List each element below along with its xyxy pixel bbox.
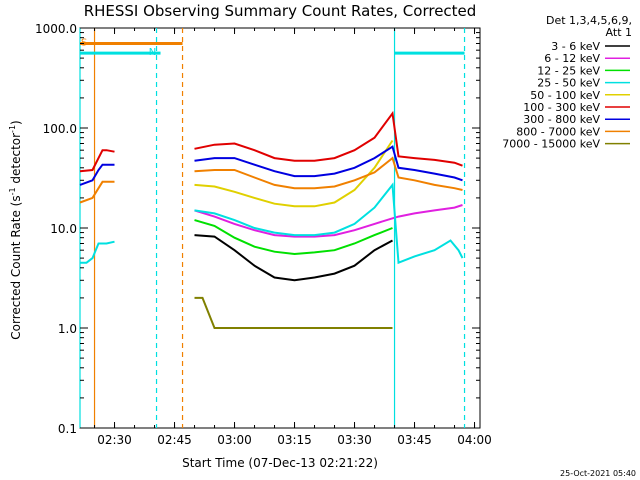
x-tick-label: 02:30: [97, 433, 132, 447]
legend-label: 100 - 300 keV: [523, 101, 600, 114]
series-line: [79, 145, 463, 186]
series-line: [80, 182, 464, 265]
series-line: [79, 156, 463, 204]
plot-area: SN: [79, 27, 481, 429]
legend-label: 25 - 50 keV: [537, 77, 600, 90]
legend-label: 7000 - 15000 keV: [502, 138, 600, 151]
y-tick-label: 0.1: [58, 422, 77, 436]
y-tick-label: 1.0: [58, 322, 77, 336]
x-tick-label: 02:45: [157, 433, 192, 447]
legend-label: 6 - 12 keV: [544, 52, 600, 65]
x-axis: 02:30 02:45 03:00 03:15 03:30 03:45 04:00: [94, 28, 492, 447]
flag-label: N: [149, 47, 156, 58]
series-line: [194, 296, 393, 329]
legend-label: 50 - 100 keV: [530, 89, 600, 102]
series-line: [194, 234, 393, 282]
legend-label: 800 - 7000 keV: [516, 125, 600, 138]
footer-date: 25-Oct-2021 05:40: [560, 469, 636, 478]
x-tick-label: 03:15: [277, 433, 312, 447]
y-axis-label: Corrected Count Rate (s-1 detector-1): [8, 120, 23, 339]
y-tick-label: 10.0: [50, 222, 77, 236]
legend-label: 12 - 25 keV: [537, 64, 600, 77]
x-tick-label: 03:30: [337, 433, 372, 447]
y-axis: 0.1 1.0 10.0 100.0 1000.0: [35, 22, 480, 436]
legend-label: 300 - 800 keV: [523, 113, 600, 126]
x-tick-label: 03:45: [397, 433, 432, 447]
y-tick-label: 100.0: [43, 122, 77, 136]
y-tick-label: 1000.0: [35, 22, 77, 36]
legend-header: Att 1: [606, 26, 632, 39]
x-tick-label: 03:00: [217, 433, 252, 447]
x-tick-label: 04:00: [457, 433, 492, 447]
series-line: [194, 139, 394, 208]
series-line: [79, 110, 463, 173]
series-line: [194, 204, 463, 238]
chart-title: RHESSI Observing Summary Count Rates, Co…: [84, 2, 477, 20]
series-line: [194, 219, 393, 256]
legend-label: 3 - 6 keV: [551, 40, 600, 53]
legend-header: Det 1,3,4,5,6,9,: [546, 14, 632, 27]
x-axis-label: Start Time (07-Dec-13 02:21:22): [182, 456, 378, 470]
